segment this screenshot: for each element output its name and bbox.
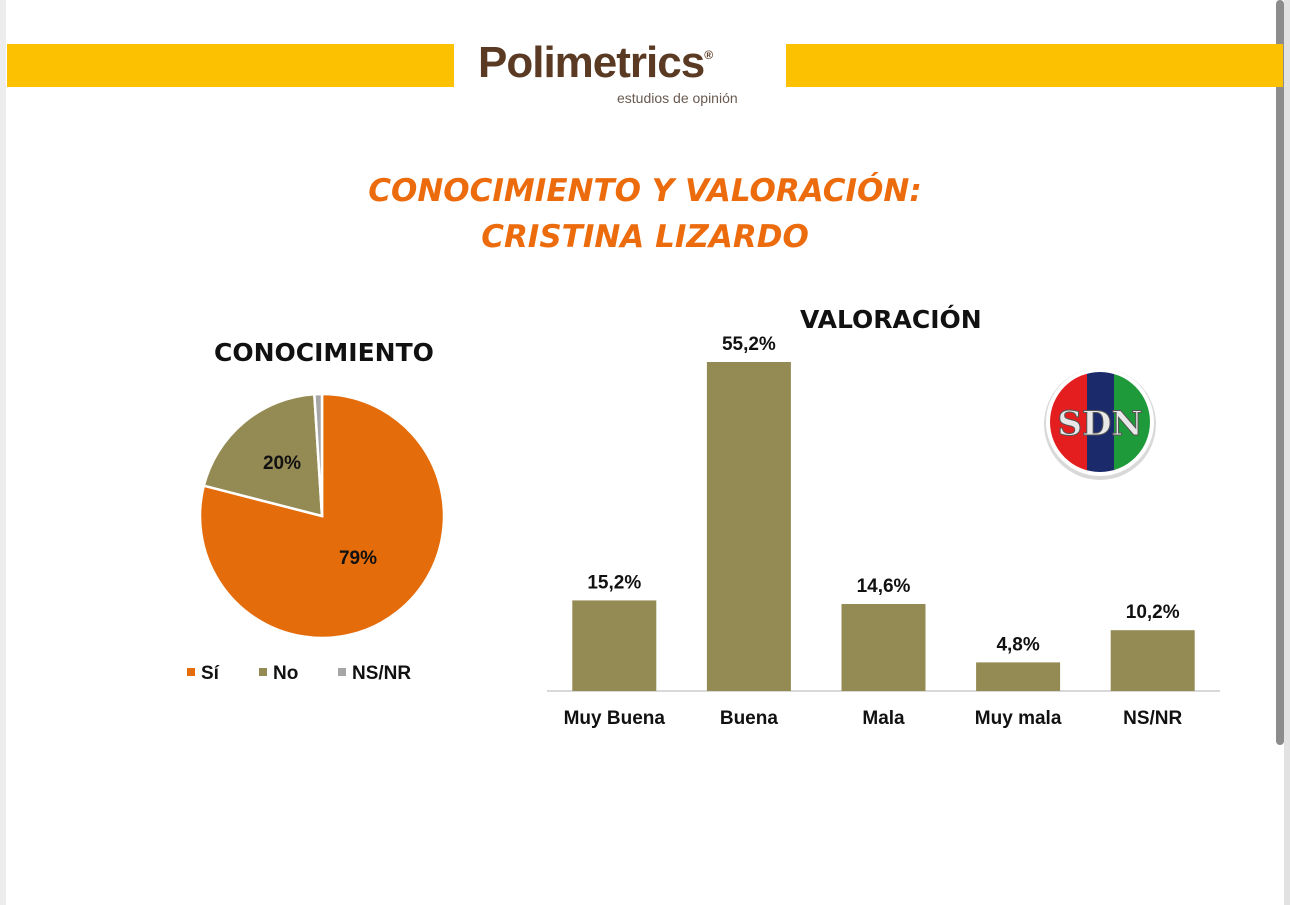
header-band-left [7, 44, 454, 87]
x-tick-label: Buena [720, 708, 779, 729]
pie-data-label: 79% [339, 548, 377, 569]
bar-chart: 15,2% Muy Buena 55,2% Buena 14,6% Mala 4,8% Muy… [547, 334, 1220, 729]
bar [572, 600, 657, 691]
bar [841, 603, 926, 691]
left-edge [0, 0, 6, 905]
pie-slice-nsnr [313, 392, 324, 517]
logo-tagline: estudios de opinión [617, 90, 738, 106]
bar [1110, 630, 1195, 691]
header-band-right [786, 44, 1283, 87]
logo-registered: ® [704, 48, 713, 62]
pie-chart-title: CONOCIMIENTO [214, 338, 434, 367]
bar [976, 662, 1061, 691]
page-title-line2: CRISTINA LIZARDO [481, 219, 809, 255]
bar-data-label: 14,6% [857, 576, 911, 597]
legend-label: Sí [201, 663, 220, 684]
page-title-line1: CONOCIMIENTO Y VALORACIÓN: [368, 173, 922, 209]
bar [706, 362, 791, 691]
sdn-logo-blue [1087, 372, 1114, 472]
pie-slice-no [202, 392, 324, 518]
logo: Polimetrics® [478, 38, 713, 88]
right-edge [1284, 0, 1290, 905]
bar-data-label: 4,8% [996, 634, 1039, 655]
bar-data-label: 15,2% [587, 572, 641, 593]
x-tick-label: Mala [862, 708, 905, 729]
legend-swatch [338, 668, 346, 676]
legend-label: NS/NR [352, 663, 411, 684]
scrollbar[interactable] [1276, 0, 1284, 745]
bar-data-label: 55,2% [722, 334, 776, 355]
pie-data-label: 20% [263, 453, 301, 474]
legend-label: No [273, 663, 298, 684]
pie-legend: Sí No NS/NR [187, 663, 411, 684]
logo-text: Polimetrics [478, 38, 705, 87]
sdn-logo: SDN [1044, 368, 1156, 480]
pie-chart: 79% 20% [198, 392, 446, 640]
bar-data-label: 10,2% [1126, 602, 1180, 623]
legend-swatch [187, 668, 195, 676]
x-tick-label: NS/NR [1123, 708, 1182, 729]
legend-swatch [259, 668, 267, 676]
logo-container [455, 44, 785, 110]
x-tick-label: Muy mala [975, 708, 1062, 729]
sdn-logo-text: SDN [1057, 404, 1142, 444]
x-tick-label: Muy Buena [564, 708, 666, 729]
bar-chart-title: VALORACIÓN [800, 305, 982, 334]
